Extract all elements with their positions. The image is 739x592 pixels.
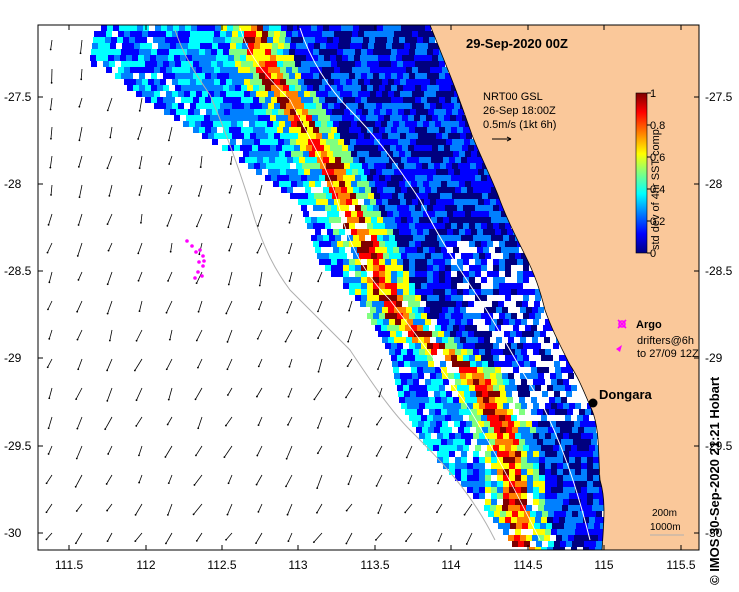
colorbar-tick-label: 0.2 xyxy=(650,216,665,228)
y-tick-label-right: -28.5 xyxy=(705,264,733,278)
y-tick-label-right: -27.5 xyxy=(705,90,733,104)
x-tick-label: 113.5 xyxy=(360,558,389,572)
dongara-marker xyxy=(588,398,598,408)
x-tick-label: 115 xyxy=(594,558,613,572)
x-tick-label: 112 xyxy=(136,558,155,572)
x-tick-label: 114.5 xyxy=(513,558,542,572)
isobath-1000m xyxy=(239,27,541,541)
isobath-200m xyxy=(299,27,591,541)
x-tick-label: 111.5 xyxy=(55,558,84,572)
product-note-1: NRT00 GSL xyxy=(483,91,543,103)
colorbar-ticks: 0 0.2 0.4 0.6 0.8 1 xyxy=(647,88,665,260)
colorbar-tick-label: 0.4 xyxy=(650,184,665,196)
coastline xyxy=(429,25,605,550)
current-vectors xyxy=(45,39,473,545)
y-tick-label: -29 xyxy=(4,351,22,365)
reference-arrow xyxy=(492,136,512,142)
y-tick-label: -29.5 xyxy=(4,439,32,453)
x-tick-label: 114 xyxy=(441,558,460,572)
x-tick-label: 112.5 xyxy=(207,558,236,572)
y-tick-label-right: -28 xyxy=(705,177,723,191)
scale-200m: 200m xyxy=(652,508,677,519)
y-tick-label: -28 xyxy=(4,177,22,191)
y-axis: -27.5 -27.5 -28 -28 -28.5 -28.5 -29 -29 -29.5 -29… xyxy=(4,90,733,540)
y-tick-label: -27.5 xyxy=(4,90,32,104)
colorbar-tick-label: 1 xyxy=(650,88,656,100)
y-tick-label-right: -30 xyxy=(705,526,723,540)
x-tick-label: 113 xyxy=(288,558,307,572)
y-tick-label: -30 xyxy=(4,526,22,540)
argo-marker-icon xyxy=(617,319,627,329)
x-axis: 111.5 112 112.5 113 113.5 114 114.5 115 115.5 xyxy=(55,25,696,572)
legend-drifters-2: to 27/09 12Z xyxy=(637,348,699,360)
contour-line xyxy=(174,29,496,541)
colorbar-tick-label: 0 xyxy=(650,248,656,260)
land-mass xyxy=(430,25,699,550)
colorbar xyxy=(635,92,648,254)
y-tick-label: -28.5 xyxy=(4,264,32,278)
legend-argo: Argo xyxy=(636,319,662,331)
plot-frame xyxy=(37,24,700,551)
colorbar-tick-label: 0.6 xyxy=(650,152,665,164)
colorbar-label: std dev of 4hr SST comp xyxy=(650,129,662,250)
legend-drifters-1: drifters@6h xyxy=(637,335,694,347)
colorbar-tick-label: 0.8 xyxy=(650,120,665,132)
product-note-3: 0.5m/s (1kt 6h) xyxy=(483,119,556,131)
credit-text: © IMOS 30-Sep-2020 21:21 Hobart xyxy=(707,376,722,585)
place-label-dongara: Dongara xyxy=(599,387,653,402)
sst-data-swath xyxy=(90,25,607,550)
y-tick-label-right: -29 xyxy=(705,351,723,365)
drifter-tracks xyxy=(185,239,206,280)
drifter-marker-icon xyxy=(616,345,622,352)
product-note-2: 26-Sep 18:00Z xyxy=(483,105,556,117)
y-tick-label-right: -29.5 xyxy=(705,439,733,453)
scale-1000m: 1000m xyxy=(650,522,681,533)
map-title: 29-Sep-2020 00Z xyxy=(466,36,568,51)
x-tick-label: 115.5 xyxy=(666,558,695,572)
